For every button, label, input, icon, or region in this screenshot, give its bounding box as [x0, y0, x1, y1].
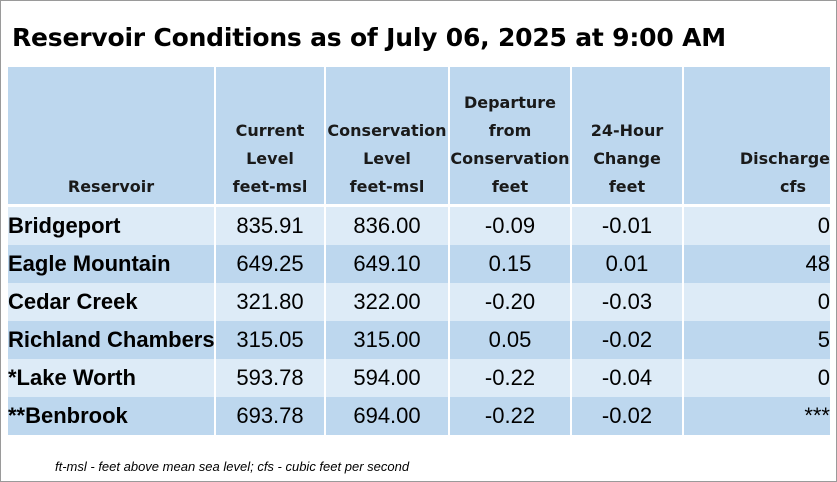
header-current-level: Current Level feet-msl	[214, 67, 325, 206]
departure-cell: -0.09	[448, 205, 571, 245]
units-footnote: ft-msl - feet above mean sea level; cfs …	[55, 459, 410, 474]
header-conservation-level: Conservation Level feet-msl	[324, 67, 449, 206]
table-row: Eagle Mountain 649.25 649.10 0.15 0.01 4…	[8, 245, 830, 283]
conservation-level-cell: 594.00	[324, 359, 449, 397]
header-24-hour-change: 24-Hour Change feet	[570, 67, 683, 206]
header-line: feet	[491, 177, 529, 196]
discharge-cell: 48	[682, 245, 830, 283]
header-discharge: Discharge cfs	[682, 67, 830, 206]
header-line: Change	[593, 149, 661, 168]
table-row: Richland Chambers 315.05 315.00 0.05 -0.…	[8, 321, 830, 359]
discharge-cell: 5	[682, 321, 830, 359]
conservation-level-cell: 649.10	[324, 245, 449, 283]
table-header-row: Reservoir Current Level feet-msl Conserv…	[8, 67, 830, 206]
departure-cell: -0.22	[448, 397, 571, 435]
reservoir-name: Bridgeport	[8, 205, 215, 245]
header-line: Current	[235, 121, 305, 140]
discharge-cell: 0	[682, 205, 830, 245]
table-row: Bridgeport 835.91 836.00 -0.09 -0.01 0	[8, 205, 830, 245]
reservoir-name: Richland Chambers	[8, 321, 215, 359]
discharge-cell: 0	[682, 283, 830, 321]
departure-cell: -0.20	[448, 283, 571, 321]
conservation-level-cell: 836.00	[324, 205, 449, 245]
header-line: feet-msl	[349, 177, 425, 196]
report-title: Reservoir Conditions as of July 06, 2025…	[12, 23, 726, 52]
change-cell: -0.02	[570, 397, 683, 435]
current-level-cell: 593.78	[214, 359, 325, 397]
current-level-cell: 321.80	[214, 283, 325, 321]
conservation-level-cell: 315.00	[324, 321, 449, 359]
header-line: Departure	[463, 93, 557, 112]
header-line: Conservation	[327, 121, 447, 140]
header-line: Discharge	[739, 149, 830, 168]
table-row: *Lake Worth 593.78 594.00 -0.22 -0.04 0	[8, 359, 830, 397]
current-level-cell: 693.78	[214, 397, 325, 435]
conservation-level-cell: 322.00	[324, 283, 449, 321]
header-line: feet	[608, 177, 646, 196]
reservoir-name: **Benbrook	[8, 397, 215, 435]
reservoir-name: Eagle Mountain	[8, 245, 215, 283]
discharge-cell: 0	[682, 359, 830, 397]
departure-cell: 0.15	[448, 245, 571, 283]
change-cell: 0.01	[570, 245, 683, 283]
reservoir-name: Cedar Creek	[8, 283, 215, 321]
header-line: Level	[246, 149, 294, 168]
header-reservoir: Reservoir	[8, 67, 215, 206]
conservation-level-cell: 694.00	[324, 397, 449, 435]
header-line: 24-Hour	[590, 121, 664, 140]
header-line: Reservoir	[67, 177, 155, 196]
change-cell: -0.03	[570, 283, 683, 321]
header-line: from	[488, 121, 532, 140]
reservoir-name: *Lake Worth	[8, 359, 215, 397]
reservoir-table: Reservoir Current Level feet-msl Conserv…	[8, 67, 830, 435]
header-line: Level	[363, 149, 411, 168]
departure-cell: -0.22	[448, 359, 571, 397]
current-level-cell: 315.05	[214, 321, 325, 359]
change-cell: -0.01	[570, 205, 683, 245]
discharge-cell: ***	[682, 397, 830, 435]
header-departure: Departure from Conservation feet	[448, 67, 571, 206]
current-level-cell: 649.25	[214, 245, 325, 283]
header-line: feet-msl	[232, 177, 308, 196]
table-row: Cedar Creek 321.80 322.00 -0.20 -0.03 0	[8, 283, 830, 321]
departure-cell: 0.05	[448, 321, 571, 359]
table-row: **Benbrook 693.78 694.00 -0.22 -0.02 ***	[8, 397, 830, 435]
current-level-cell: 835.91	[214, 205, 325, 245]
change-cell: -0.04	[570, 359, 683, 397]
header-line: Conservation	[450, 149, 570, 168]
change-cell: -0.02	[570, 321, 683, 359]
header-line: cfs	[780, 177, 806, 196]
